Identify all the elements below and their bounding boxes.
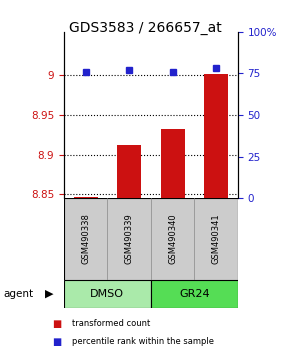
- Text: GR24: GR24: [179, 289, 210, 299]
- Bar: [161, 129, 184, 198]
- Text: DMSO: DMSO: [90, 289, 124, 299]
- Text: GDS3583 / 266657_at: GDS3583 / 266657_at: [69, 21, 221, 35]
- Text: percentile rank within the sample: percentile rank within the sample: [72, 337, 215, 346]
- Text: GSM490341: GSM490341: [211, 213, 221, 264]
- FancyBboxPatch shape: [64, 280, 151, 308]
- Bar: [204, 74, 228, 198]
- Text: GSM490339: GSM490339: [124, 213, 134, 264]
- FancyBboxPatch shape: [64, 198, 238, 280]
- Text: ■: ■: [52, 337, 61, 347]
- Text: agent: agent: [3, 289, 33, 299]
- Bar: [74, 197, 97, 198]
- Text: ■: ■: [52, 319, 61, 329]
- Text: ▶: ▶: [45, 289, 54, 299]
- Text: GSM490338: GSM490338: [81, 213, 90, 264]
- Bar: [117, 145, 141, 198]
- FancyBboxPatch shape: [151, 280, 238, 308]
- Text: transformed count: transformed count: [72, 319, 151, 329]
- Text: GSM490340: GSM490340: [168, 213, 177, 264]
